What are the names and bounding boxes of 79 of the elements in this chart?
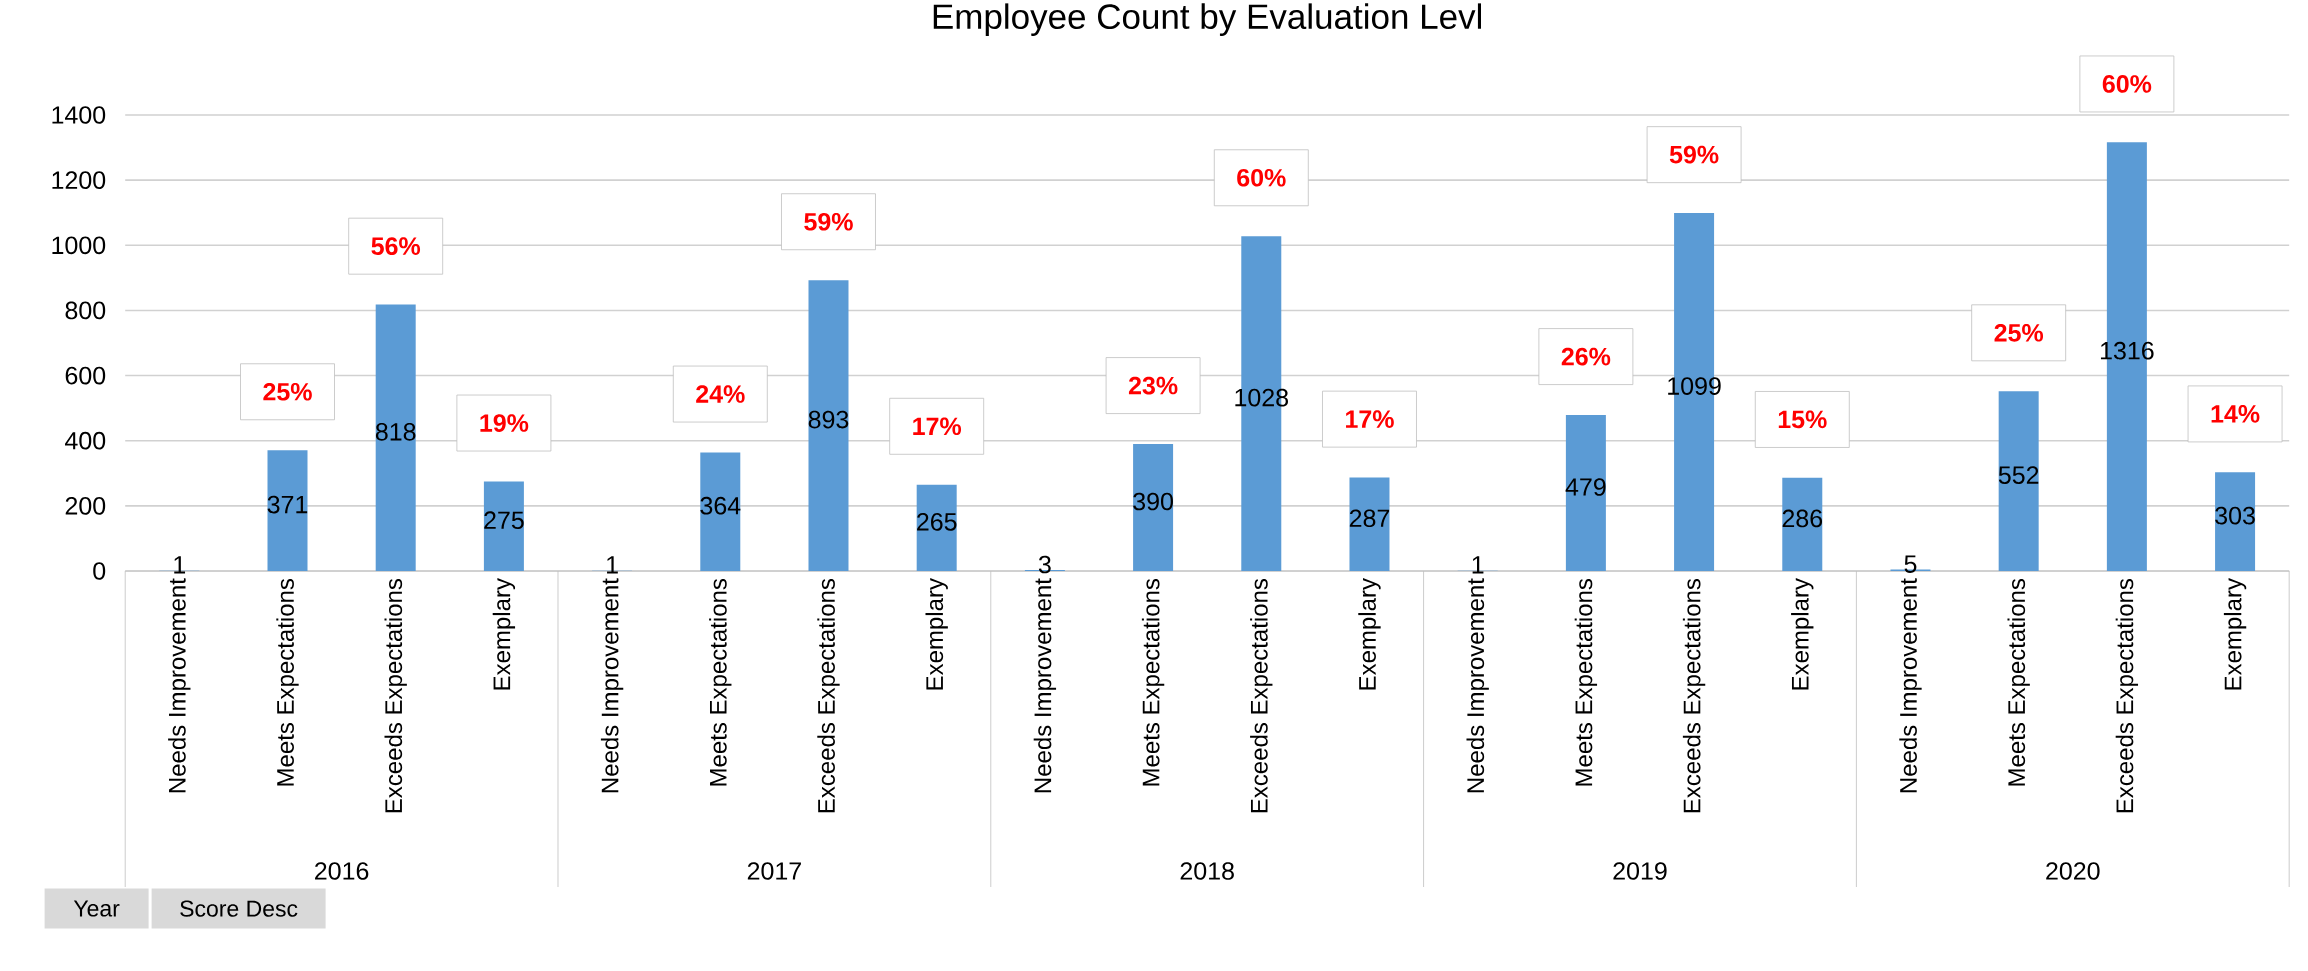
text: 2018 [1180, 862, 1234, 880]
y-tick-label: 800 [65, 301, 106, 320]
annotation: 25% [1994, 323, 2044, 342]
annotation: 56% [371, 237, 421, 256]
x-tick-label: Exemplary [1791, 578, 1814, 690]
y-tick-label: 0 [93, 562, 106, 580]
y-tick-label: 200 [65, 497, 106, 515]
data-label: 552 [1998, 466, 2039, 484]
data-label: 1 [1472, 556, 1484, 574]
annotation: 24% [696, 385, 745, 403]
x-tick-label: Exceeds Expectations [2115, 578, 2139, 813]
data-label: 371 [267, 495, 308, 514]
x-tick-label: Exemplary [925, 578, 948, 690]
x-tick-label: Meets Expectations [1141, 578, 1165, 786]
bar [267, 450, 308, 572]
x-tick-label: Exceeds Expectations [817, 578, 840, 813]
x-tick-label: Needs Improvement [1899, 578, 1922, 793]
bar [483, 481, 524, 572]
text: 2020 [2046, 862, 2100, 880]
data-label: 303 [2215, 506, 2255, 525]
x-tick-label: Needs Improvement [1466, 578, 1489, 793]
x-tick-label: Meets Expectations [2007, 578, 2030, 786]
data-label: 1 [607, 556, 618, 574]
data-label: 3 [1038, 555, 1051, 574]
bar [1782, 477, 1823, 572]
data-label: 1 [174, 556, 186, 574]
text: 2016 [315, 862, 369, 880]
x-tick-label: Meets Expectations [1574, 578, 1598, 786]
annotation: 59% [1669, 145, 1719, 164]
x-tick-label: Exceeds Expectations [384, 578, 407, 813]
annotation: 23% [1128, 376, 1178, 395]
text: 2019 [1613, 862, 1667, 880]
annotation: 17% [1346, 410, 1394, 428]
annotation: 17% [913, 417, 962, 436]
y-tick-label: 1200 [52, 171, 106, 189]
bar [1565, 414, 1606, 572]
data-label: 364 [700, 496, 741, 515]
bar [1998, 391, 2039, 572]
bar [700, 452, 741, 572]
data-label: 818 [375, 422, 416, 441]
chart-title: Employee Count by Evaluation Levl [933, 3, 1482, 36]
annotation: 59% [804, 212, 853, 231]
y-tick-label: 400 [65, 431, 106, 450]
x-tick-label: Exceeds Expectations [1250, 578, 1273, 813]
data-label: 265 [917, 512, 957, 531]
x-tick-label: Meets Expectations [276, 578, 299, 786]
annotation: 15% [1778, 410, 1827, 429]
data-label: 275 [484, 511, 524, 530]
y-tick-label: 1000 [52, 236, 106, 255]
x-tick-label: Exceeds Expectations [1682, 578, 1706, 813]
bar [808, 280, 849, 572]
data-label: 286 [1782, 509, 1823, 528]
annotation: 14% [2211, 405, 2260, 423]
y-tick-label: 1400 [52, 106, 106, 124]
bar [1349, 477, 1390, 572]
x-tick-label: Needs Improvement [168, 578, 191, 793]
y-tick-label: 600 [65, 366, 106, 385]
x-tick-label: Meets Expectations [709, 578, 732, 786]
data-label: 893 [808, 410, 849, 429]
x-tick-label: Needs Improvement [1033, 578, 1057, 793]
data-label: 287 [1349, 509, 1390, 528]
text: Score Desc [180, 900, 298, 917]
annotation: 26% [1561, 347, 1611, 366]
bar [916, 484, 957, 572]
x-tick-label: Exemplary [1358, 578, 1381, 690]
x-tick-label: Needs Improvement [600, 578, 624, 793]
text: Year [73, 900, 120, 917]
text: 2017 [747, 862, 801, 880]
text: 60% [2102, 75, 2152, 93]
x-tick-label: Exemplary [2223, 578, 2247, 690]
bar [1133, 443, 1174, 572]
annotation: 25% [263, 382, 312, 401]
annotation: 60% [1237, 168, 1286, 187]
bar [2215, 472, 2256, 572]
annotation: 19% [480, 414, 529, 432]
bar [375, 304, 416, 572]
x-tick-label: Exemplary [492, 578, 516, 690]
data-label: 5 [1904, 555, 1917, 573]
data-label: 390 [1133, 492, 1173, 511]
